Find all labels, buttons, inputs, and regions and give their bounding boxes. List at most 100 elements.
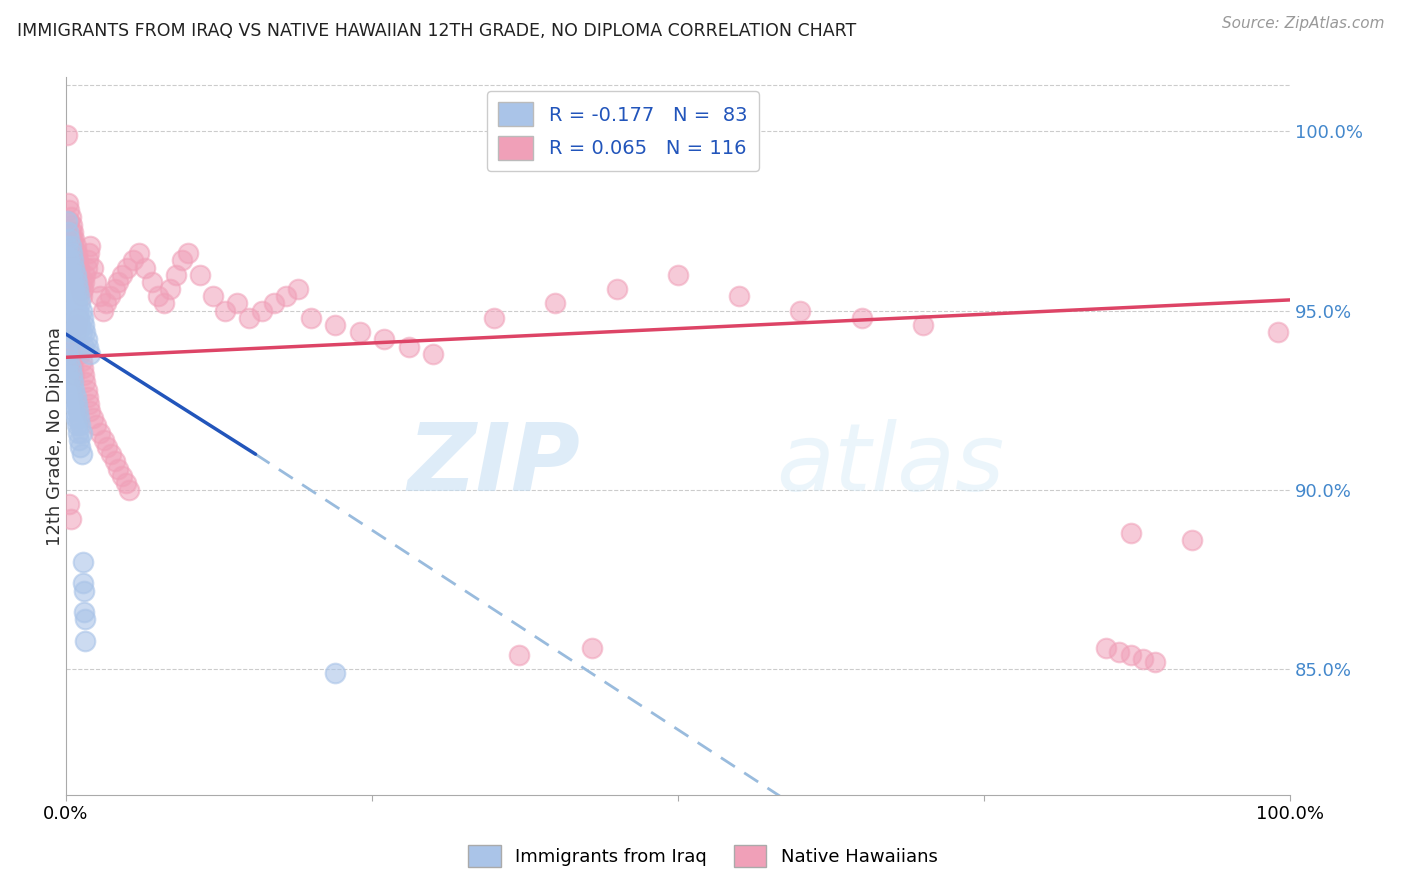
- Point: [63, 404, 86, 418]
- Point: [89, 425, 111, 440]
- Point: [75, 612, 97, 626]
- Point: [190, 268, 212, 282]
- Point: [100, 447, 122, 461]
- Point: [75, 376, 97, 390]
- Point: [65, 253, 87, 268]
- Point: [70, 275, 93, 289]
- Point: [73, 583, 96, 598]
- Point: [75, 633, 97, 648]
- Point: [58, 225, 80, 239]
- Point: [79, 239, 101, 253]
- Point: [62, 253, 84, 268]
- Point: [65, 390, 87, 404]
- Point: [72, 576, 94, 591]
- Point: [63, 303, 86, 318]
- Point: [104, 454, 127, 468]
- Point: [263, 296, 285, 310]
- Point: [86, 418, 108, 433]
- Point: [58, 253, 80, 268]
- Point: [134, 260, 156, 275]
- Point: [67, 275, 90, 289]
- Point: [60, 390, 83, 404]
- Point: [59, 325, 82, 339]
- Point: [114, 475, 136, 490]
- Point: [1095, 640, 1118, 655]
- Point: [66, 260, 89, 275]
- Point: [422, 347, 444, 361]
- Point: [58, 296, 80, 310]
- Point: [67, 404, 90, 418]
- Point: [62, 361, 84, 376]
- Point: [86, 275, 108, 289]
- Point: [666, 268, 689, 282]
- Point: [65, 239, 87, 253]
- Point: [58, 203, 80, 218]
- Point: [89, 289, 111, 303]
- Point: [67, 268, 90, 282]
- Point: [76, 390, 98, 404]
- Point: [65, 325, 87, 339]
- Point: [141, 275, 163, 289]
- Point: [107, 275, 129, 289]
- Point: [299, 310, 322, 325]
- Point: [67, 325, 90, 339]
- Point: [76, 383, 98, 397]
- Point: [177, 246, 200, 260]
- Point: [69, 418, 91, 433]
- Point: [79, 404, 101, 418]
- Point: [76, 332, 98, 346]
- Point: [69, 318, 91, 332]
- Point: [1119, 648, 1142, 662]
- Point: [73, 318, 96, 332]
- Point: [323, 666, 346, 681]
- Point: [58, 497, 80, 511]
- Point: [58, 250, 80, 264]
- Point: [1181, 533, 1204, 548]
- Point: [67, 310, 90, 325]
- Text: ZIP: ZIP: [408, 419, 581, 511]
- Point: [72, 361, 94, 376]
- Point: [59, 361, 82, 376]
- Point: [58, 282, 80, 296]
- Point: [72, 555, 94, 569]
- Point: [65, 289, 87, 303]
- Point: [172, 253, 194, 268]
- Point: [1132, 651, 1154, 665]
- Point: [58, 268, 80, 282]
- Point: [152, 296, 174, 310]
- Point: [72, 310, 94, 325]
- Point: [128, 246, 150, 260]
- Point: [107, 461, 129, 475]
- Point: [73, 275, 96, 289]
- Point: [76, 340, 98, 354]
- Point: [58, 347, 80, 361]
- Point: [65, 268, 87, 282]
- Point: [63, 246, 86, 260]
- Point: [70, 325, 93, 339]
- Point: [58, 214, 80, 228]
- Text: IMMIGRANTS FROM IRAQ VS NATIVE HAWAIIAN 12TH GRADE, NO DIPLOMA CORRELATION CHART: IMMIGRANTS FROM IRAQ VS NATIVE HAWAIIAN …: [17, 22, 856, 40]
- Point: [58, 368, 80, 383]
- Point: [60, 368, 83, 383]
- Point: [58, 275, 80, 289]
- Point: [70, 354, 93, 368]
- Point: [1119, 526, 1142, 541]
- Y-axis label: 12th Grade, No Diploma: 12th Grade, No Diploma: [46, 326, 63, 546]
- Point: [62, 275, 84, 289]
- Point: [59, 211, 82, 225]
- Point: [66, 296, 89, 310]
- Point: [62, 318, 84, 332]
- Point: [69, 282, 91, 296]
- Point: [60, 246, 83, 260]
- Point: [72, 282, 94, 296]
- Point: [67, 411, 90, 425]
- Point: [60, 232, 83, 246]
- Point: [58, 354, 80, 368]
- Point: [62, 397, 84, 411]
- Point: [76, 260, 98, 275]
- Point: [146, 289, 169, 303]
- Point: [76, 253, 98, 268]
- Point: [93, 433, 115, 447]
- Point: [165, 268, 187, 282]
- Point: [63, 383, 86, 397]
